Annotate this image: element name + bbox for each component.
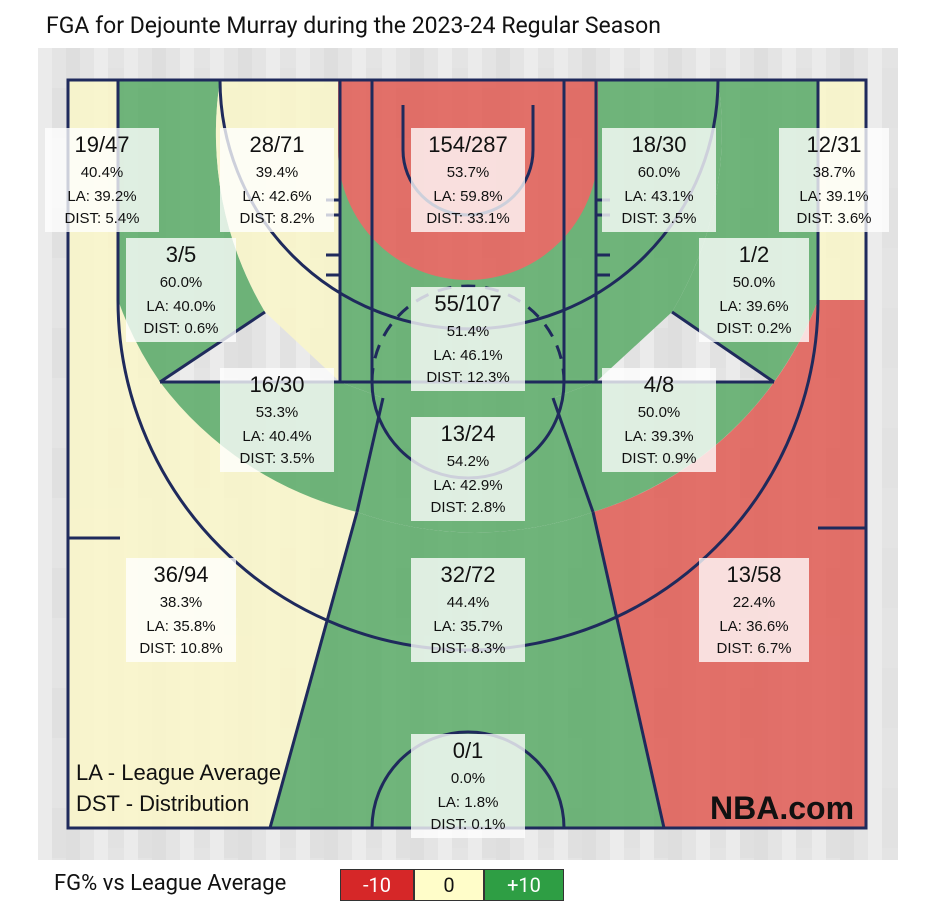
zone-fgm-fga: 1/2 [738,242,770,267]
zone-label-right-corner-3: 12/31 38.7% LA: 39.1% DIST: 3.6% [779,128,889,232]
zone-league-avg: LA: 35.8% [146,618,216,635]
zone-fg-pct: 53.3% [255,404,299,421]
zone-league-avg: LA: 35.7% [433,618,503,635]
zone-fg-pct: 44.4% [446,594,490,611]
zone-label-right-baseline-mid: 1/2 50.0% LA: 39.6% DIST: 0.2% [699,238,809,342]
zone-fgm-fga: 13/58 [726,562,782,587]
zone-distribution: DIST: 0.1% [430,816,506,833]
legend-title: FG% vs League Average [54,871,287,896]
zone-fgm-fga: 18/30 [631,132,687,157]
zone-league-avg: LA: 42.6% [242,188,312,205]
zone-divider-right-base [671,310,775,384]
free-throw-circle-top [370,284,566,383]
zone-fgm-fga: 28/71 [249,132,305,157]
zone-divider-key-left [355,397,385,513]
zone-league-avg: LA: 36.6% [719,618,789,635]
legend-swatch-zero: 0 [414,869,484,901]
zone-distribution: DIST: 3.5% [239,450,315,467]
zone-label-right-elbow-mid: 4/8 50.0% LA: 39.3% DIST: 0.9% [602,368,716,472]
zone-fg-pct: 51.4% [446,323,490,340]
zone-distribution: DIST: 10.8% [139,640,223,657]
zone-fgm-fga: 36/94 [153,562,209,587]
zone-league-avg: LA: 42.9% [433,477,503,494]
zone-fgm-fga: 32/72 [440,562,496,587]
zone-fgm-fga: 12/31 [806,132,862,157]
zone-fg-pct: 22.4% [732,594,776,611]
zone-fg-pct: 40.4% [80,164,124,181]
zone-fg-pct: 60.0% [637,164,681,181]
zone-label-right-wing-mid: 18/30 60.0% LA: 43.1% DIST: 3.5% [602,128,716,232]
note-distribution: DST - Distribution [76,791,250,816]
zone-divider-key-right [551,397,595,513]
zone-label-right-wing-3: 13/58 22.4% LA: 36.6% DIST: 6.7% [699,558,809,662]
zone-fg-pct: 50.0% [732,274,776,291]
zone-league-avg: LA: 39.3% [624,428,694,445]
note-league-average: LA - League Average [76,760,282,785]
zone-fg-pct: 39.4% [255,164,299,181]
zone-fg-pct: 38.7% [812,164,856,181]
zone-label-top-key-3: 32/72 44.4% LA: 35.7% DIST: 8.3% [411,558,525,662]
zone-fg-pct: 60.0% [159,274,203,291]
zone-league-avg: LA: 1.8% [437,794,499,811]
zone-league-avg: LA: 43.1% [624,188,694,205]
zone-fgm-fga: 13/24 [440,421,496,446]
zone-label-left-wing-3: 36/94 38.3% LA: 35.8% DIST: 10.8% [126,558,236,662]
zone-divider-right-diag [591,511,666,829]
zone-fg-pct: 38.3% [159,594,203,611]
zone-distribution: DIST: 33.1% [426,210,510,227]
zone-distribution: DIST: 3.5% [621,210,697,227]
legend-swatch-plus-10: +10 [484,869,564,901]
nba-watermark: NBA.com [710,790,855,826]
zone-fg-pct: 53.7% [446,164,490,181]
legend-swatch-minus-10: -10 [340,869,414,901]
zone-league-avg: LA: 40.0% [146,298,216,315]
chart-title: FGA for Dejounte Murray during the 2023-… [46,12,661,39]
zone-label-backcourt: 0/1 0.0% LA: 1.8% DIST: 0.1% [411,734,525,838]
zone-divider-left-diag [268,511,359,829]
zone-league-avg: LA: 39.1% [799,188,869,205]
zone-label-paint-non-ra: 55/107 51.4% LA: 46.1% DIST: 12.3% [411,287,525,391]
zone-fgm-fga: 55/107 [434,291,502,316]
zone-fgm-fga: 154/287 [428,132,508,157]
center-circle [370,730,566,829]
zone-label-top-key-mid: 13/24 54.2% LA: 42.9% DIST: 2.8% [411,417,525,521]
zone-label-left-corner-3: 19/47 40.4% LA: 39.2% DIST: 5.4% [45,128,159,232]
zone-fgm-fga: 0/1 [452,738,484,763]
zone-league-avg: LA: 39.2% [67,188,137,205]
zone-label-left-wing-mid: 28/71 39.4% LA: 42.6% DIST: 8.2% [220,128,334,232]
zone-top-key-3 [270,512,664,828]
zone-fg-pct: 0.0% [450,770,486,787]
zone-fgm-fga: 19/47 [74,132,130,157]
zone-distribution: DIST: 5.4% [64,210,140,227]
zone-distribution: DIST: 0.6% [143,320,219,337]
zone-fgm-fga: 16/30 [249,372,305,397]
zone-distribution: DIST: 0.9% [621,450,697,467]
zone-fgm-fga: 4/8 [643,372,675,397]
zone-distribution: DIST: 8.3% [430,640,506,657]
zone-fg-pct: 54.2% [446,453,490,470]
zone-distribution: DIST: 0.2% [716,320,792,337]
zone-label-restricted-area: 154/287 53.7% LA: 59.8% DIST: 33.1% [411,128,525,232]
zone-league-avg: LA: 59.8% [433,188,503,205]
zone-league-avg: LA: 40.4% [242,428,312,445]
zone-fg-pct: 50.0% [637,404,681,421]
zone-distribution: DIST: 12.3% [426,369,510,386]
zone-distribution: DIST: 6.7% [716,640,792,657]
zone-label-left-elbow-mid: 16/30 53.3% LA: 40.4% DIST: 3.5% [220,368,334,472]
zone-divider-left-base [159,310,266,384]
zone-league-avg: LA: 46.1% [433,347,503,364]
zone-distribution: DIST: 3.6% [796,210,872,227]
zone-distribution: DIST: 8.2% [239,210,315,227]
zone-fgm-fga: 3/5 [165,242,197,267]
zone-distribution: DIST: 2.8% [430,499,506,516]
zone-label-left-baseline-mid: 3/5 60.0% LA: 40.0% DIST: 0.6% [126,238,236,342]
zone-league-avg: LA: 39.6% [719,298,789,315]
